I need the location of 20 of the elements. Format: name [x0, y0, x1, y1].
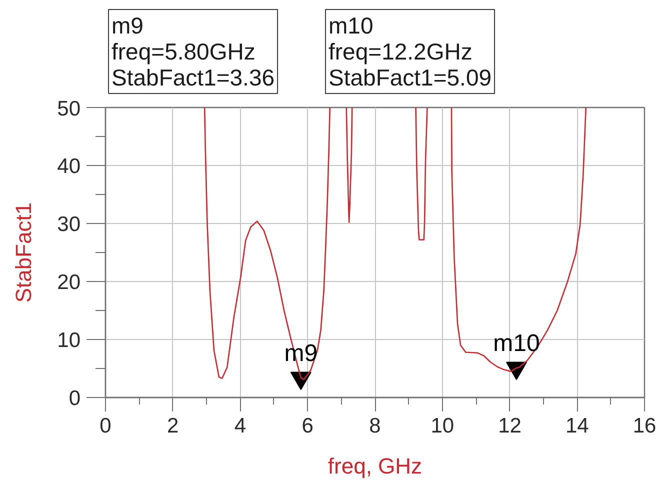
- x-tick-label: 10: [430, 414, 454, 438]
- x-tick-label: 6: [302, 414, 314, 438]
- annotation: m10: [493, 330, 540, 358]
- y-tick-label: 20: [57, 271, 80, 294]
- y-tick-label: 30: [57, 213, 80, 236]
- x-tick-label: 8: [369, 414, 381, 438]
- y-tick-label: 10: [57, 329, 80, 352]
- x-axis-title: freq, GHz: [328, 454, 422, 478]
- text: m10 freq=12.2GHz StabFact1=5.09: [328, 12, 492, 90]
- y-tick-label: 0: [68, 387, 81, 410]
- y-tick-label: 40: [57, 155, 80, 178]
- x-tick-label: 16: [632, 414, 656, 438]
- x-tick-label: 0: [100, 414, 112, 438]
- y-axis-title: StabFact1: [11, 202, 36, 303]
- text: m9 freq=5.80GHz StabFact1=3.36: [112, 12, 275, 90]
- x-tick-label: 12: [498, 414, 522, 438]
- x-tick-label: 4: [234, 414, 246, 438]
- x-tick-label: 14: [565, 414, 590, 438]
- x-tick-label: 2: [167, 414, 179, 438]
- y-tick-label: 50: [57, 98, 80, 120]
